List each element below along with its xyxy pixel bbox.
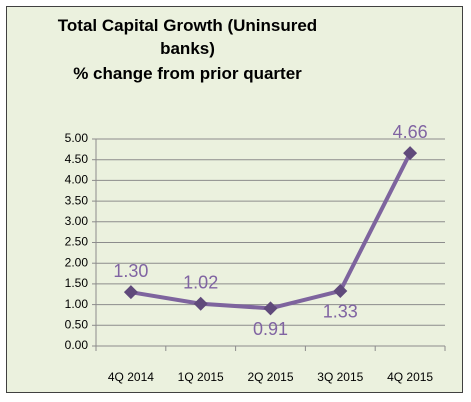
data-label: 1.33 [323,302,358,322]
data-label: 0.91 [253,319,288,339]
data-label: 4.66 [393,122,428,142]
data-point [263,301,278,316]
data-label: 1.30 [113,261,148,281]
y-tick-label: 2.00 [65,255,89,269]
y-tick-label: 4.50 [65,152,89,166]
x-tick-label: 2Q 2015 [247,370,293,384]
y-tick-label: 3.00 [65,214,89,228]
y-tick-label: 1.00 [65,297,89,311]
titles: Total Capital Growth (Uninsured banks) %… [40,14,335,85]
data-point [333,283,348,298]
data-point [193,296,208,311]
data-point [123,285,138,300]
data-label: 1.02 [183,273,218,293]
x-tick-label: 1Q 2015 [178,370,224,384]
data-point [403,146,418,161]
y-tick-label: 4.00 [65,173,89,187]
chart-subtitle: % change from prior quarter [73,64,302,83]
x-tick-label: 4Q 2015 [387,370,433,384]
y-tick-label: 0.00 [65,338,89,352]
y-tick-label: 5.00 [65,131,89,145]
y-tick-label: 1.50 [65,276,89,290]
series-line [130,152,412,311]
y-tick-label: 3.50 [65,193,89,207]
y-tick-label: 2.50 [65,235,89,249]
chart-title: Total Capital Growth (Uninsured banks) [57,16,318,58]
x-tick-label: 3Q 2015 [317,370,363,384]
x-tick-label: 4Q 2014 [108,370,154,384]
y-tick-label: 0.50 [65,317,89,331]
